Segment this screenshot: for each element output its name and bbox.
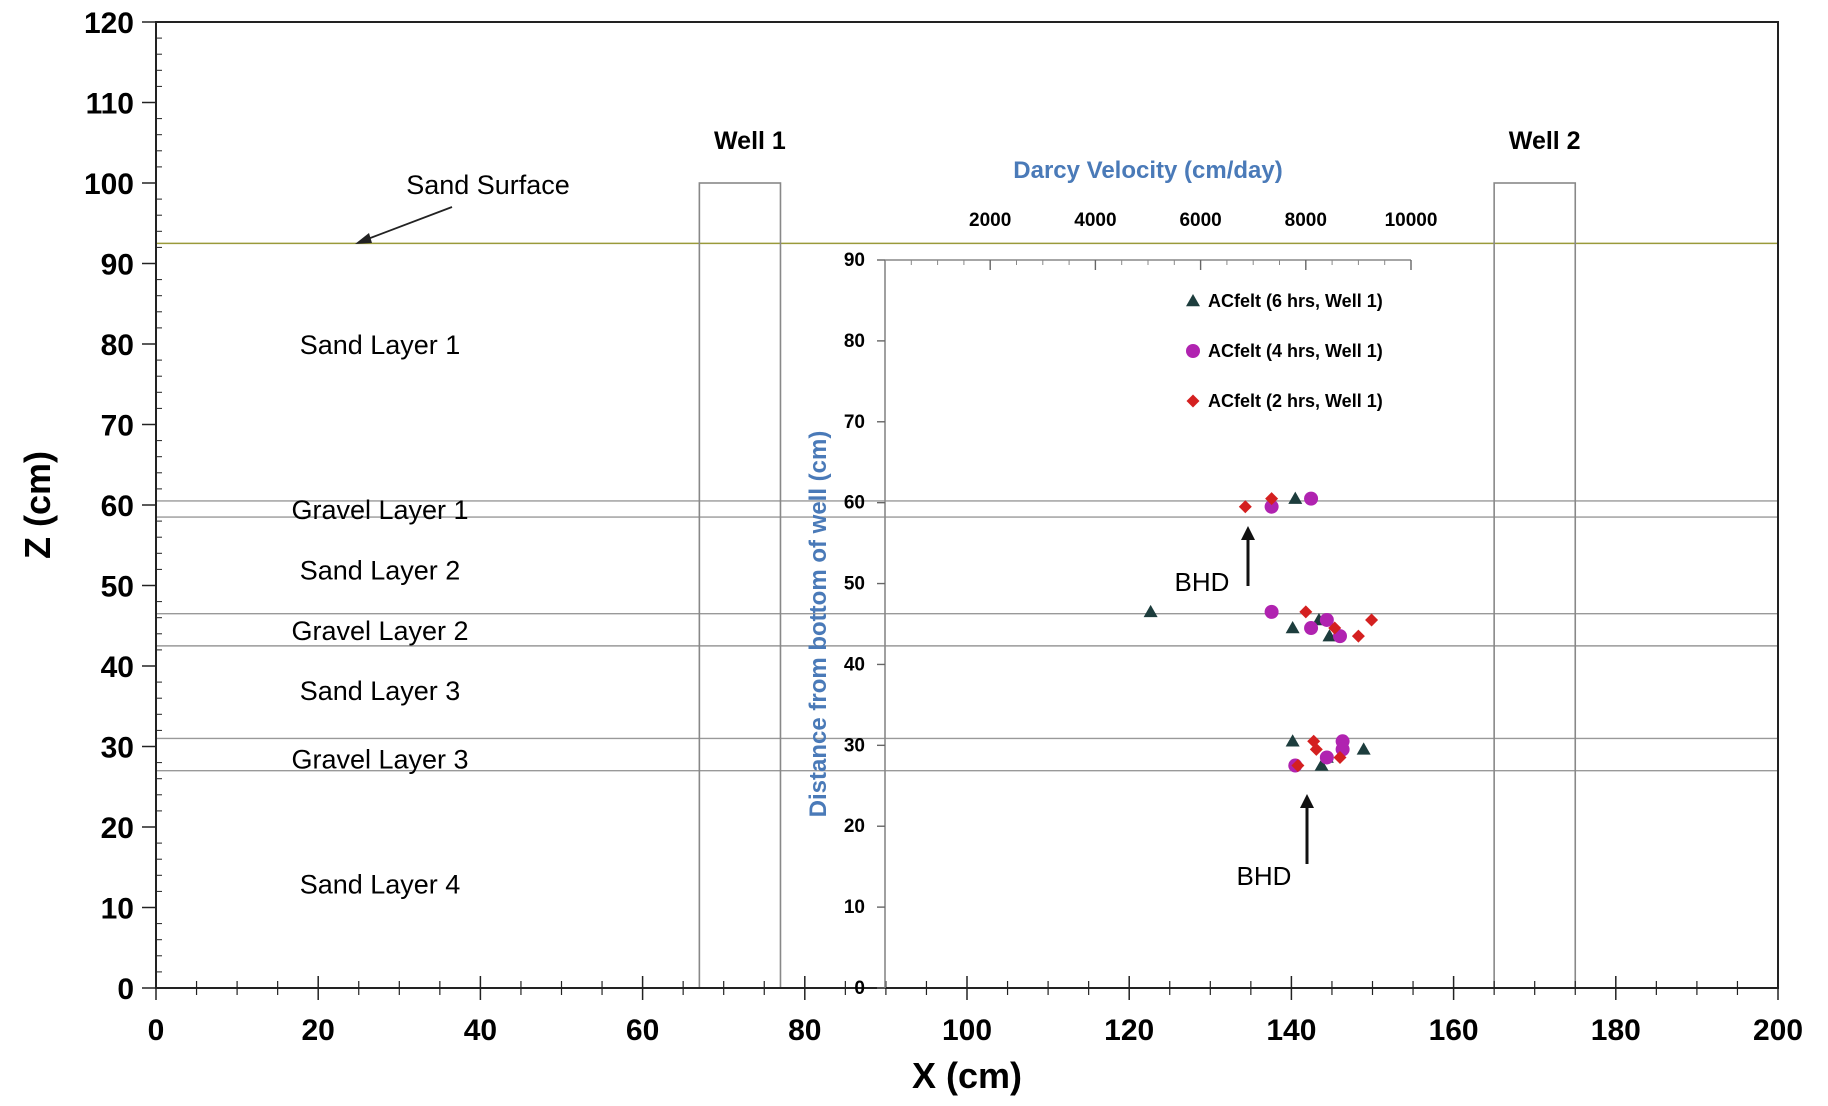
- main-axes: 0 20 40 60 80 100 120 140 160 180 2000102030405060…: [17, 7, 1803, 1096]
- sand-surface-arrowhead: [355, 233, 372, 244]
- y-tick-label: 20: [101, 812, 134, 845]
- layer-label: Sand Layer 3: [300, 676, 461, 706]
- series-1-point: [1322, 629, 1337, 642]
- layer-lines: [156, 242, 1778, 772]
- x-tick-label: 140: [1266, 1014, 1316, 1047]
- y-tick-label: 80: [101, 329, 134, 362]
- y-tick-label: 10: [101, 893, 134, 926]
- series-3-point: [1351, 629, 1365, 643]
- y-tick-label: 30: [101, 732, 134, 765]
- inset-x-tick-label: 2000: [969, 210, 1011, 231]
- y-tick-label: 110: [86, 88, 134, 121]
- well-1-outline: [698, 182, 782, 989]
- bhd-annotation-1: BHD: [1175, 567, 1230, 597]
- inset-y-tick-label: 40: [844, 654, 865, 675]
- series-1-point: [1356, 742, 1371, 755]
- x-tick-label: 160: [1429, 1014, 1479, 1047]
- x-tick-label: 0: [148, 1014, 165, 1047]
- series-3-point: [1333, 750, 1347, 764]
- y-tick-label: 100: [84, 168, 134, 201]
- inset-y-tick-label: 50: [844, 574, 865, 595]
- legend-label-3: ACfelt (2 hrs, Well 1): [1208, 391, 1383, 411]
- series-1-point: [1285, 734, 1300, 747]
- legend-marker-1: [1186, 294, 1200, 307]
- series-3-point: [1265, 492, 1279, 506]
- inset-x-tick-label: 10000: [1385, 210, 1438, 231]
- x-tick-label: 40: [464, 1014, 497, 1047]
- bhd-arrowhead-1: [1241, 526, 1255, 540]
- sand-surface-label: Sand Surface: [406, 170, 570, 200]
- series-3-point: [1238, 500, 1252, 514]
- inset-x-tick-label: 4000: [1074, 210, 1116, 231]
- inset-y-tick-label: 10: [844, 897, 865, 918]
- inset-x-tick-label: 8000: [1285, 210, 1327, 231]
- series-3-point: [1291, 759, 1305, 773]
- x-axis-title: X (cm): [912, 1055, 1022, 1096]
- inset-y-tick-label: 80: [844, 331, 865, 352]
- series-2-point: [1319, 750, 1334, 765]
- legend-label-2: ACfelt (4 hrs, Well 1): [1208, 341, 1383, 361]
- bhd-arrowhead-2: [1300, 794, 1314, 808]
- x-tick-label: 200: [1753, 1014, 1803, 1047]
- y-tick-label: 120: [84, 7, 134, 40]
- y-axis-title: Z (cm): [17, 451, 58, 559]
- x-tick-label: 100: [942, 1014, 992, 1047]
- y-tick-label: 70: [101, 410, 134, 443]
- inset-y-tick-label: 0: [854, 978, 865, 999]
- series-2-point: [1319, 612, 1334, 627]
- bhd-annotation-2: BHD: [1237, 861, 1292, 891]
- x-tick-label: 180: [1591, 1014, 1641, 1047]
- series-3-point: [1309, 742, 1323, 756]
- layer-label: Gravel Layer 2: [291, 616, 468, 646]
- series-1-point: [1285, 621, 1300, 634]
- well-1-label: Well 1: [714, 127, 786, 155]
- well-2-outline: [1493, 182, 1577, 989]
- series-1-point: [1314, 758, 1329, 771]
- inset-series: [1143, 491, 1379, 773]
- y-tick-label: 90: [101, 249, 134, 282]
- layer-label: Sand Layer 4: [300, 869, 461, 899]
- labels: Sand Layer 1 Gravel Layer 1 Sand Layer 2 Gr…: [291, 170, 1314, 899]
- layer-label: Sand Layer 2: [300, 555, 461, 585]
- inset-axes: 2000 4000 6000 8000 10000 0 10 20 30 40 50 60 70 80 90…: [805, 157, 1437, 999]
- series-1-point: [1143, 604, 1158, 618]
- inset-x-tick-label: 6000: [1179, 210, 1221, 231]
- layer-label: Gravel Layer 3: [291, 745, 468, 775]
- series-3-point: [1328, 621, 1342, 635]
- legend-marker-2: [1186, 344, 1200, 358]
- inset-y-tick-label: 90: [844, 250, 865, 271]
- series-3-point: [1365, 613, 1379, 627]
- sand-surface-arrow-shaft: [364, 206, 453, 241]
- x-tick-label: 20: [302, 1014, 335, 1047]
- series-1-point: [1288, 491, 1303, 504]
- y-tick-label: 50: [101, 571, 134, 604]
- series-2-point: [1304, 621, 1319, 636]
- inset-y-tick-label: 60: [844, 493, 865, 514]
- inset-y-axis-title: Distance from bottom of well (cm): [805, 431, 832, 818]
- legend: ACfelt (6 hrs, Well 1) ACfelt (4 hrs, Wel…: [1186, 291, 1383, 411]
- series-2-point: [1264, 604, 1279, 619]
- y-tick-label: 60: [101, 490, 134, 523]
- series-2-point: [1264, 499, 1279, 514]
- legend-marker-3: [1186, 394, 1200, 408]
- legend-label-1: ACfelt (6 hrs, Well 1): [1208, 291, 1383, 311]
- layer-label: Gravel Layer 1: [291, 495, 468, 525]
- inset-y-tick-label: 70: [844, 412, 865, 433]
- x-tick-label: 60: [626, 1014, 659, 1047]
- well-2-label: Well 2: [1509, 127, 1581, 155]
- x-tick-label: 80: [788, 1014, 821, 1047]
- y-tick-label: 0: [117, 973, 134, 1006]
- y-tick-label: 40: [101, 651, 134, 684]
- x-tick-label: 120: [1104, 1014, 1154, 1047]
- series-2-point: [1304, 491, 1319, 506]
- layer-label: Sand Layer 1: [300, 330, 461, 360]
- inset-x-axis-title: Darcy Velocity (cm/day): [1013, 157, 1282, 184]
- series-3-point: [1299, 605, 1313, 619]
- inset-y-tick-label: 30: [844, 735, 865, 756]
- inset-y-tick-label: 20: [844, 816, 865, 837]
